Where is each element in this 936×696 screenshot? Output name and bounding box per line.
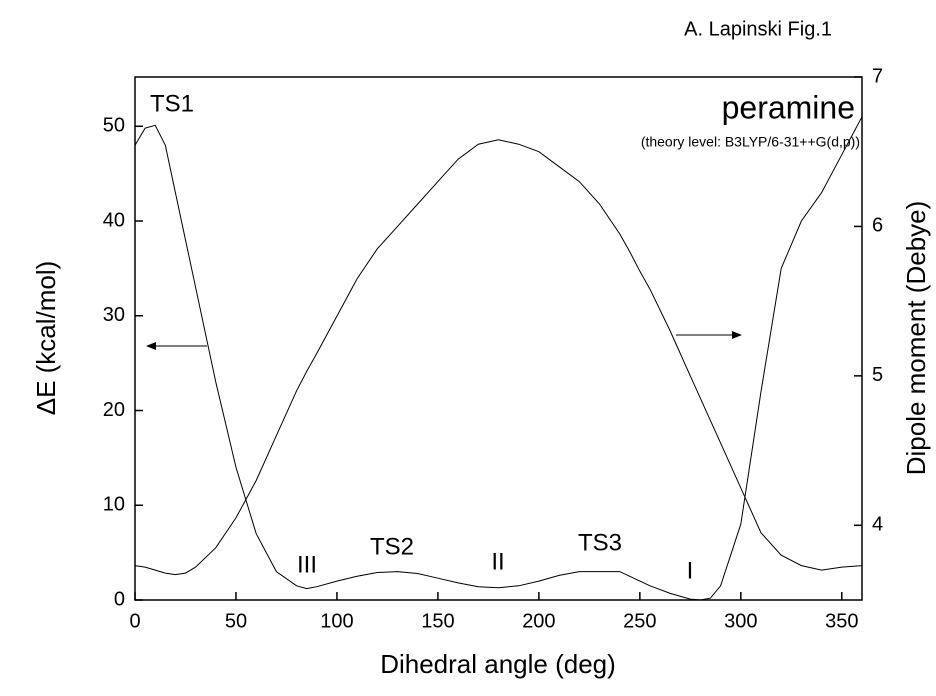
y-axis-label: ΔE (kcal/mol) [31, 261, 61, 416]
x-tick-label: 200 [522, 610, 555, 632]
annotation: TS1 [150, 90, 194, 117]
x-tick-label: 100 [320, 610, 353, 632]
arrow-left [146, 342, 207, 350]
chart-title: peramine [722, 89, 855, 125]
caption: A. Lapinski Fig.1 [684, 18, 832, 40]
x-tick-label: 300 [724, 610, 757, 632]
x-tick-label: 250 [623, 610, 656, 632]
x-tick-label: 150 [421, 610, 454, 632]
line-series [134, 139, 863, 576]
y-tick-label: 50 [103, 115, 125, 137]
plot-frame [134, 76, 863, 601]
annotation: TS3 [578, 529, 622, 556]
x-axis-label: Dihedral angle (deg) [380, 649, 616, 679]
subtitle: (theory level: B3LYP/6-31++G(d,p)) [641, 134, 860, 150]
x-tick-label: 50 [225, 610, 247, 632]
annotation: II [491, 548, 504, 575]
line-series [134, 116, 863, 601]
y2-tick-label: 5 [872, 364, 883, 386]
y-tick-label: 20 [103, 399, 125, 421]
y-tick-label: 30 [103, 304, 125, 326]
x-tick-label: 0 [129, 610, 140, 632]
y2-tick-label: 7 [872, 65, 883, 87]
y-tick-label: 0 [114, 588, 125, 610]
y-tick-label: 40 [103, 209, 125, 231]
annotation: I [687, 557, 694, 584]
x-tick-label: 350 [825, 610, 858, 632]
y-tick-label: 10 [103, 494, 125, 516]
annotation: III [297, 551, 317, 578]
y2-tick-label: 4 [872, 514, 883, 536]
annotation: TS2 [370, 533, 414, 560]
y2-tick-label: 6 [872, 215, 883, 237]
y2-axis-label: Dipole moment (Debye) [901, 201, 931, 476]
arrow-right [676, 331, 742, 339]
